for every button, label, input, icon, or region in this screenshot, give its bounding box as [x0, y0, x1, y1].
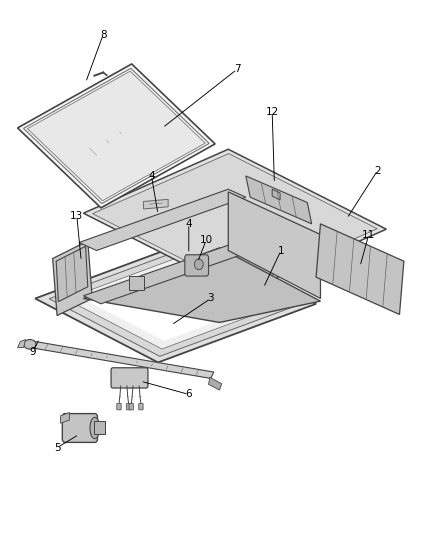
Polygon shape — [228, 192, 320, 298]
Text: 6: 6 — [185, 390, 192, 399]
Polygon shape — [92, 154, 376, 289]
FancyBboxPatch shape — [129, 403, 133, 410]
FancyBboxPatch shape — [111, 368, 148, 388]
Circle shape — [194, 259, 203, 270]
Polygon shape — [245, 176, 311, 224]
Polygon shape — [18, 64, 215, 208]
Polygon shape — [24, 68, 208, 204]
Polygon shape — [60, 413, 69, 423]
Text: 8: 8 — [99, 30, 106, 39]
Polygon shape — [83, 245, 245, 304]
Polygon shape — [315, 224, 403, 314]
Text: 12: 12 — [265, 107, 278, 117]
Polygon shape — [35, 240, 315, 362]
Polygon shape — [84, 261, 266, 341]
Polygon shape — [30, 341, 213, 378]
Polygon shape — [79, 189, 245, 251]
Polygon shape — [143, 199, 168, 209]
FancyBboxPatch shape — [94, 421, 105, 434]
Polygon shape — [83, 149, 385, 293]
Polygon shape — [66, 253, 285, 349]
Text: 10: 10 — [199, 235, 212, 245]
Text: 2: 2 — [373, 166, 380, 175]
Polygon shape — [56, 246, 88, 302]
Text: 5: 5 — [53, 443, 60, 453]
Ellipse shape — [24, 340, 36, 349]
Text: 3: 3 — [207, 294, 214, 303]
Polygon shape — [208, 377, 221, 390]
FancyBboxPatch shape — [184, 255, 208, 276]
Text: 7: 7 — [233, 64, 240, 74]
Ellipse shape — [90, 417, 99, 439]
Text: 4: 4 — [148, 171, 155, 181]
Polygon shape — [272, 189, 279, 200]
Polygon shape — [53, 241, 92, 316]
Text: 13: 13 — [70, 211, 83, 221]
Text: 9: 9 — [29, 347, 36, 357]
FancyBboxPatch shape — [128, 276, 144, 290]
Text: 4: 4 — [185, 219, 192, 229]
Polygon shape — [18, 340, 25, 348]
Text: 11: 11 — [361, 230, 374, 239]
Polygon shape — [49, 246, 301, 356]
FancyBboxPatch shape — [62, 414, 97, 442]
FancyBboxPatch shape — [138, 403, 143, 410]
Text: 1: 1 — [277, 246, 284, 255]
Polygon shape — [83, 248, 320, 322]
Polygon shape — [27, 71, 205, 201]
FancyBboxPatch shape — [126, 403, 131, 410]
FancyBboxPatch shape — [117, 403, 121, 410]
